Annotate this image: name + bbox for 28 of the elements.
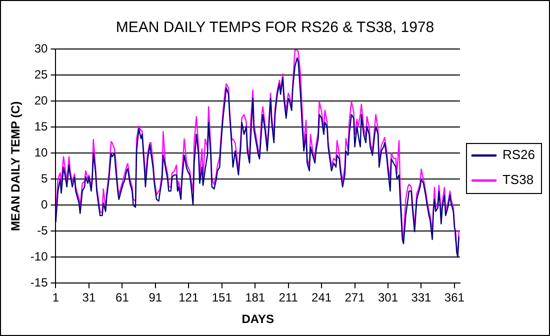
x-tick-label: 121 [178,290,199,305]
y-tick-label: 5 [41,171,48,186]
y-tick-label: 0 [41,197,48,212]
x-tick-label: 181 [245,290,266,305]
x-tick-label: 301 [378,290,398,305]
x-tick-label: 31 [82,290,96,305]
chart-title: MEAN DAILY TEMPS FOR RS26 & TS38, 1978 [116,19,434,36]
y-tick-label: -5 [37,223,48,238]
legend-label: TS38 [502,172,534,188]
y-axis-title: MEAN DAILY TEMP (C) [8,101,23,231]
y-tick-label: 10 [34,145,48,160]
x-axis-title: DAYS [242,312,274,326]
x-tick-label: 1 [52,290,60,305]
x-tick-label: 151 [212,290,232,305]
x-tick-label: 331 [411,290,432,305]
x-tick-label: 211 [278,290,298,305]
legend-label: RS26 [502,147,536,162]
y-tick-label: -10 [30,249,48,264]
y-tick-label: 20 [34,93,48,108]
x-tick-label: 91 [148,290,162,305]
y-tick-label: 30 [34,41,48,56]
x-tick-label: 241 [312,290,332,305]
x-tick-label: 361 [444,290,465,305]
y-tick-label: -15 [30,276,48,290]
x-tick-label: 271 [344,290,366,305]
y-tick-label: 25 [34,67,48,82]
x-tick-label: 61 [116,290,130,305]
y-tick-label: 15 [34,119,48,134]
